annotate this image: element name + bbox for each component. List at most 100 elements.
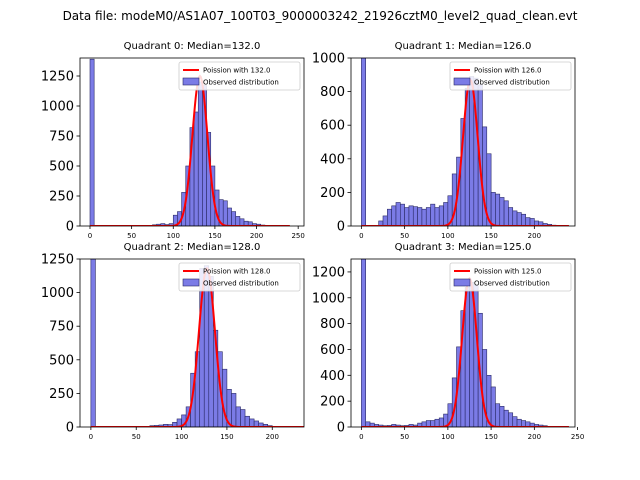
x-tick-label: 50: [127, 232, 136, 240]
legend-observed-swatch: [182, 278, 200, 287]
x-tick-label: 200: [528, 232, 541, 240]
panel-title: Quadrant 0: Median=132.0: [124, 41, 261, 52]
legend-box: [449, 262, 572, 292]
poisson-line: [361, 78, 569, 226]
axes-frame: [79, 258, 305, 428]
histogram-bar: [222, 200, 228, 226]
histogram-bar: [512, 416, 518, 427]
histogram-bar: [240, 409, 246, 427]
x-tick-label: 0: [88, 232, 92, 240]
y-tick-label: 0: [66, 220, 74, 235]
histogram-bar: [434, 418, 440, 427]
y-tick-label: 200: [320, 395, 345, 410]
x-tick-label: 50: [400, 232, 409, 240]
axes-frame: [350, 57, 576, 227]
histogram-bar: [495, 193, 501, 226]
x-tick-label: 100: [167, 232, 180, 240]
x-tick-label: 0: [89, 433, 93, 441]
y-tick-label: 500: [49, 160, 74, 175]
y-tick-label: 0: [337, 421, 345, 436]
y-tick-label: 200: [320, 186, 345, 201]
x-tick-label: 150: [208, 232, 221, 240]
axes-frame: [350, 258, 576, 428]
histogram-bar: [469, 76, 475, 226]
quadrant-3-chart: Quadrant 3: Median=125.0 0 200 400 600 800 100…: [312, 242, 584, 441]
histogram-bar: [490, 192, 496, 226]
histogram-bar: [244, 415, 250, 427]
histogram-bar: [503, 200, 509, 226]
histogram-bar: [249, 418, 255, 427]
figure-suptitle: Data file: modeM0/AS1A07_100T03_90000032…: [63, 9, 578, 23]
histogram-bar: [503, 409, 509, 427]
histogram-bar: [382, 215, 388, 226]
quadrant-2-chart: Quadrant 2: Median=128.00250500750100012…: [41, 242, 305, 441]
poisson-line-group: [89, 74, 290, 226]
legend-observed-label: Observed distribution: [474, 79, 550, 87]
legend-poisson-label: Poission with 132.0: [203, 67, 271, 75]
x-tick-label: 200: [250, 232, 263, 240]
histogram-bar: [404, 207, 410, 226]
legend-observed-label: Observed distribution: [203, 79, 279, 87]
quadrant-1-chart: Quadrant 1: Median=126.0 0 200 400 600 800 100…: [312, 41, 576, 240]
y-tick-label: 250: [49, 190, 74, 205]
legend-observed-label: Observed distribution: [474, 280, 550, 288]
poisson-line: [90, 266, 304, 427]
x-tick-label: 100: [175, 433, 188, 441]
legend-observed-swatch: [453, 77, 471, 86]
x-tick-label: 50: [400, 433, 409, 441]
y-tick-label: 750: [49, 130, 74, 145]
legend-observed-label: Observed distribution: [203, 280, 279, 288]
quadrant-0-chart: Quadrant 0: Median=132.00250500750100012…: [41, 41, 305, 240]
histogram-bar: [408, 205, 414, 226]
poisson-line: [361, 276, 569, 427]
histogram-bar: [443, 202, 449, 226]
y-tick-label: 1000: [312, 52, 345, 67]
legend: Poission with 126.0 Observed distribution: [449, 61, 572, 91]
x-tick-label: 0: [359, 433, 363, 441]
poisson-line-group: [90, 266, 304, 427]
histogram-bar: [89, 58, 95, 226]
histogram-bar: [438, 205, 444, 226]
poisson-line-group: [361, 276, 569, 427]
y-tick-label: 400: [320, 152, 345, 167]
y-tick-label: 0: [66, 421, 74, 436]
histogram-bar: [508, 412, 514, 427]
histogram-bar: [193, 111, 199, 226]
x-tick-label: 150: [484, 433, 497, 441]
x-tick-label: 200: [266, 433, 279, 441]
histogram-bar: [508, 207, 514, 226]
legend-poisson-label: Poission with 128.0: [203, 268, 271, 276]
histogram-bar: [235, 406, 241, 427]
histogram-bar: [499, 406, 505, 427]
histogram-bar: [495, 403, 501, 427]
histogram-bar: [516, 418, 522, 427]
axes-frame: [79, 57, 305, 227]
x-tick-label: 250: [291, 232, 304, 240]
legend: Poission with 125.0 Observed distribution: [449, 262, 572, 292]
x-tick-label: 100: [441, 433, 454, 441]
legend-box: [178, 262, 301, 292]
histogram-bar: [425, 207, 431, 226]
y-tick-label: 400: [320, 369, 345, 384]
legend: Poission with 128.0 Observed distribution: [178, 262, 301, 292]
y-tick-label: 1200: [312, 265, 345, 280]
y-tick-label: 500: [49, 353, 74, 368]
histogram-bar: [399, 203, 405, 226]
histogram-bar: [521, 213, 527, 226]
histogram-bar: [231, 393, 237, 427]
histogram-bar: [197, 81, 203, 226]
x-tick-label: 250: [571, 433, 584, 441]
y-tick-label: 600: [320, 343, 345, 358]
panel-title: Quadrant 1: Median=126.0: [395, 41, 532, 52]
legend-poisson-label: Poission with 126.0: [474, 67, 542, 75]
legend-box: [178, 61, 301, 91]
histogram-bar: [227, 207, 232, 226]
legend-poisson-label: Poission with 125.0: [474, 268, 542, 276]
x-tick-label: 0: [359, 232, 363, 240]
y-tick-label: 750: [49, 320, 74, 335]
panel-title: Quadrant 3: Median=125.0: [395, 242, 532, 253]
histogram-bar: [434, 207, 440, 226]
histogram-bar: [464, 287, 470, 427]
histogram-bar: [516, 212, 522, 226]
